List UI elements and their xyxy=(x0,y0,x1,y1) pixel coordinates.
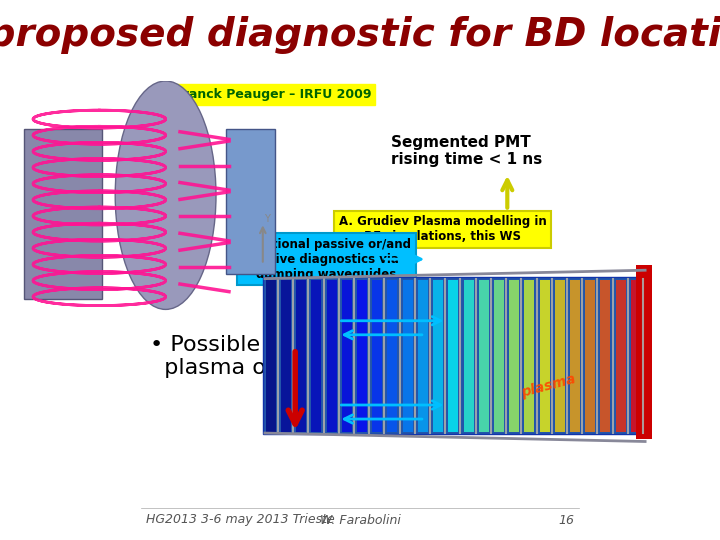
Text: plasma: plasma xyxy=(520,372,577,400)
Bar xyxy=(631,280,641,431)
Bar xyxy=(433,280,443,431)
Bar xyxy=(296,280,306,431)
Text: A. Grudiev Plasma modelling in
RF simulations, this WS: A. Grudiev Plasma modelling in RF simula… xyxy=(338,215,546,244)
Bar xyxy=(585,280,595,431)
Text: HG2013 3-6 may 2013 Trieste: HG2013 3-6 may 2013 Trieste xyxy=(145,514,335,526)
Bar xyxy=(449,280,459,431)
Bar xyxy=(387,280,397,431)
Bar xyxy=(266,280,276,431)
Ellipse shape xyxy=(115,81,216,309)
Bar xyxy=(479,280,489,431)
Bar xyxy=(464,280,474,431)
Bar xyxy=(281,280,291,431)
Text: Plasma ignited
by the
breakdown: Plasma ignited by the breakdown xyxy=(446,346,551,389)
Text: 16: 16 xyxy=(558,514,575,526)
Text: Y: Y xyxy=(264,214,270,225)
Text: Segmented PMT
rising time < 1 ns: Segmented PMT rising time < 1 ns xyxy=(391,135,542,167)
Bar xyxy=(357,280,367,431)
Text: A proposed diagnostic for BD location: A proposed diagnostic for BD location xyxy=(0,16,720,54)
Text: Franck Peauger – IRFU 2009: Franck Peauger – IRFU 2009 xyxy=(175,88,372,101)
Bar xyxy=(418,280,428,431)
Bar xyxy=(494,280,504,431)
Text: W. Farabolini: W. Farabolini xyxy=(320,514,400,526)
FancyBboxPatch shape xyxy=(226,129,275,274)
Bar xyxy=(402,280,413,431)
Bar xyxy=(312,280,321,431)
Bar xyxy=(554,280,564,431)
FancyBboxPatch shape xyxy=(263,277,647,435)
Bar xyxy=(570,280,580,431)
Bar xyxy=(327,280,337,431)
Text: • Possible to observe
  plasma oscillation: • Possible to observe plasma oscillation xyxy=(150,335,386,378)
Bar xyxy=(616,280,626,431)
Bar xyxy=(636,265,652,438)
Bar xyxy=(372,280,382,431)
Bar xyxy=(539,280,549,431)
FancyBboxPatch shape xyxy=(24,129,102,299)
Bar xyxy=(524,280,534,431)
Text: Additional passive or/and
active diagnostics via
damping waveguides: Additional passive or/and active diagnos… xyxy=(242,238,411,281)
Bar xyxy=(600,280,611,431)
Bar xyxy=(342,280,352,431)
Bar xyxy=(509,280,519,431)
